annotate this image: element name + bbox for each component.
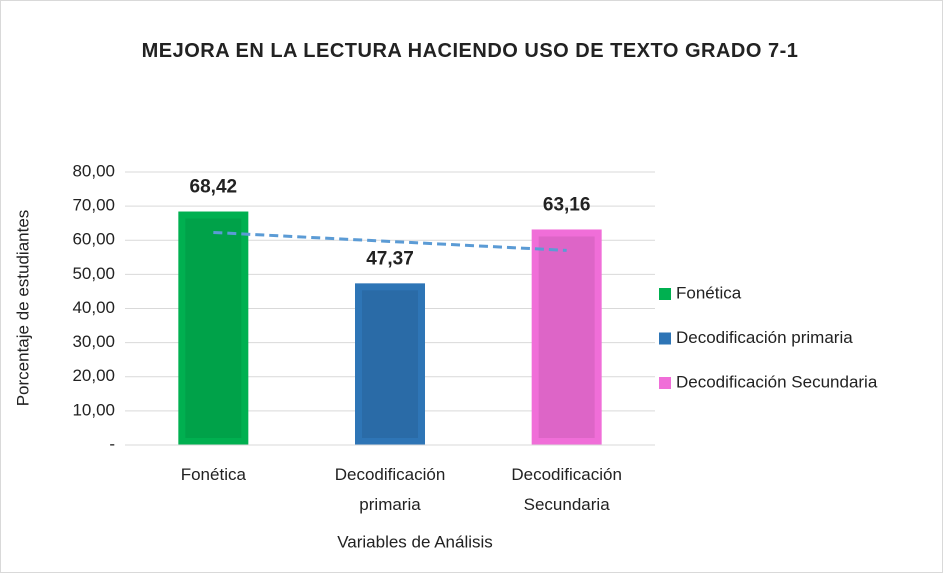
bar-inner xyxy=(362,290,418,438)
data-label: 68,42 xyxy=(190,177,238,198)
x-tick-label: Fonética xyxy=(180,465,246,484)
trendline xyxy=(213,230,567,252)
data-label: 63,16 xyxy=(543,194,591,215)
bar-inner xyxy=(538,236,595,438)
y-tick-label: 70,00 xyxy=(72,196,115,215)
legend-swatch xyxy=(659,332,671,345)
bar xyxy=(178,211,249,445)
data-label: 47,37 xyxy=(366,248,414,269)
legend-swatch xyxy=(659,288,671,300)
bar xyxy=(531,229,602,445)
y-tick-label: 10,00 xyxy=(72,400,115,419)
chart-title: MEJORA EN LA LECTURA HACIENDO USO DE TEX… xyxy=(141,40,799,62)
legend-label: Fonética xyxy=(676,283,742,302)
y-tick-label: 20,00 xyxy=(72,366,115,385)
legend-label: Decodificación primaria xyxy=(676,328,853,347)
legend-swatch xyxy=(659,377,671,389)
y-tick-label: 30,00 xyxy=(72,332,115,351)
x-tick-label: Decodificación primaria xyxy=(334,465,446,514)
y-tick-label: 40,00 xyxy=(72,298,115,317)
y-tick-label: 50,00 xyxy=(72,264,115,283)
bar xyxy=(355,283,425,445)
bar-inner xyxy=(185,218,242,438)
y-tick-label: 80,00 xyxy=(72,161,115,180)
x-tick-label: Decodificación Secundaria xyxy=(511,465,622,514)
y-tick-label: - xyxy=(109,434,115,453)
x-axis-label: Variables de Análisis xyxy=(337,532,493,551)
legend-label: Decodificación Secundaria xyxy=(676,372,878,391)
y-axis-label: Porcentaje de estudiantes xyxy=(13,210,32,407)
y-tick-label: 60,00 xyxy=(72,230,115,249)
